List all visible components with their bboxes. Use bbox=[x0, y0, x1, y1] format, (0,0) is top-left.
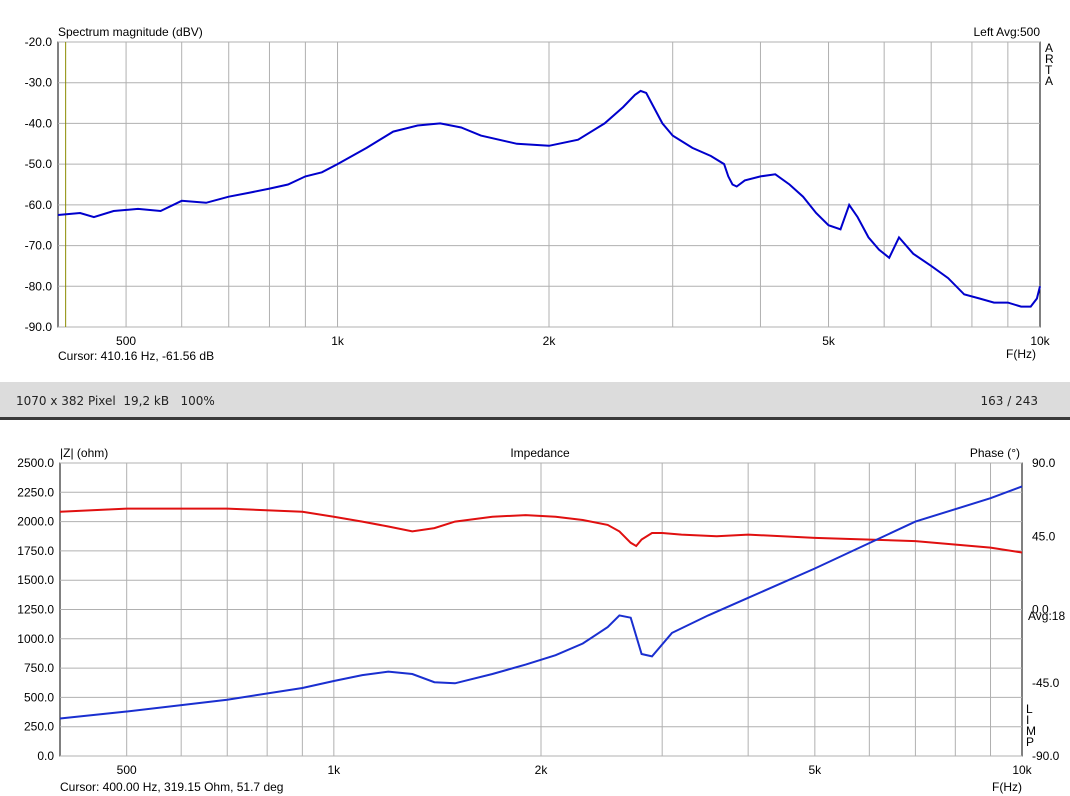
phase-tick-label: -90.0 bbox=[1032, 749, 1060, 763]
x-tick-label: 10k bbox=[1012, 763, 1032, 777]
x-tick-label: 10k bbox=[1030, 334, 1050, 348]
y-tick-label: -40.0 bbox=[25, 116, 53, 130]
limp-letter-1: I bbox=[1026, 713, 1029, 727]
spectrum-cursor-readout: Cursor: 410.16 Hz, -61.56 dB bbox=[58, 349, 214, 363]
image-viewer-status-bar: 1070 x 382 Pixel 19,2 kB 100% 163 / 243 bbox=[0, 382, 1070, 420]
impedance-x-label: F(Hz) bbox=[992, 780, 1022, 794]
arta-letter-1: R bbox=[1045, 52, 1054, 66]
x-tick-label: 2k bbox=[535, 763, 549, 777]
phase-series-line bbox=[59, 507, 1023, 554]
spectrum-top-right-label: Left Avg:500 bbox=[973, 25, 1040, 39]
limp-letter-0: L bbox=[1026, 702, 1033, 716]
x-tick-label: 1k bbox=[331, 334, 345, 348]
impedance-y-label: |Z| (ohm) bbox=[60, 446, 108, 460]
y-tick-label: -20.0 bbox=[25, 35, 53, 49]
phase-y-axis: 90.0 45.0 0.0 -45.0 -90.0 bbox=[1032, 456, 1060, 763]
spectrum-title: Spectrum magnitude (dBV) bbox=[58, 25, 203, 39]
page-counter: 163 / 243 bbox=[980, 394, 1038, 408]
spectrum-x-axis: 500 1k 2k 5k 10k bbox=[116, 334, 1051, 348]
spectrum-chart: Spectrum magnitude (dBV) Left Avg:500 -2… bbox=[25, 25, 1054, 363]
x-tick-label: 5k bbox=[822, 334, 836, 348]
x-tick-label: 5k bbox=[809, 763, 823, 777]
phase-tick-label: 0.0 bbox=[1032, 603, 1049, 617]
y-tick-label: 2500.0 bbox=[17, 456, 54, 470]
y-tick-label: 1000.0 bbox=[17, 632, 54, 646]
x-tick-label: 500 bbox=[116, 334, 136, 348]
y-tick-label: -50.0 bbox=[25, 157, 53, 171]
phase-tick-label: -45.0 bbox=[1032, 676, 1060, 690]
y-tick-label: 1500.0 bbox=[17, 573, 54, 587]
limp-letter-3: P bbox=[1026, 735, 1034, 749]
impedance-y-axis: 2500.0 2250.0 2000.0 1750.0 1500.0 1250.0 1000… bbox=[17, 456, 54, 763]
spectrum-grid bbox=[58, 41, 1040, 328]
impedance-x-axis: 500 1k 2k 5k 10k bbox=[117, 763, 1033, 777]
phase-y-label: Phase (°) bbox=[970, 446, 1020, 460]
y-tick-label: 1250.0 bbox=[17, 603, 54, 617]
y-tick-label: 0.0 bbox=[37, 749, 54, 763]
avg-label: Avg:18 bbox=[1028, 609, 1065, 623]
x-tick-label: 1k bbox=[328, 763, 342, 777]
impedance-chart: |Z| (ohm) Impedance Phase (°) 2500.0 2250… bbox=[17, 446, 1065, 794]
phase-tick-label: 45.0 bbox=[1032, 529, 1056, 543]
y-tick-label: 500.0 bbox=[24, 690, 54, 704]
arta-letter-3: A bbox=[1045, 74, 1053, 88]
impedance-cursor-readout: Cursor: 400.00 Hz, 319.15 Ohm, 51.7 deg bbox=[60, 780, 283, 794]
y-tick-label: 1750.0 bbox=[17, 544, 54, 558]
x-tick-label: 2k bbox=[543, 334, 557, 348]
arta-letter-0: A bbox=[1045, 41, 1053, 55]
spectrum-x-label: F(Hz) bbox=[1006, 347, 1036, 361]
x-tick-label: 500 bbox=[117, 763, 137, 777]
y-tick-label: -90.0 bbox=[25, 320, 53, 334]
spectrum-y-axis: -20.0 -30.0 -40.0 -50.0 -60.0 -70.0 -80.0 -90.0 bbox=[25, 35, 53, 334]
y-tick-label: -70.0 bbox=[25, 239, 53, 253]
limp-letter-2: M bbox=[1026, 724, 1036, 738]
impedance-title: Impedance bbox=[510, 446, 570, 460]
spectrum-series-line bbox=[57, 89, 1041, 308]
y-tick-label: -30.0 bbox=[25, 76, 53, 90]
y-tick-label: 750.0 bbox=[24, 661, 54, 675]
arta-letter-2: T bbox=[1045, 63, 1053, 77]
y-tick-label: -60.0 bbox=[25, 198, 53, 212]
y-tick-label: 2000.0 bbox=[17, 515, 54, 529]
y-tick-label: 250.0 bbox=[24, 720, 54, 734]
impedance-grid bbox=[60, 462, 1022, 757]
y-tick-label: -80.0 bbox=[25, 279, 53, 293]
image-info-text: 1070 x 382 Pixel 19,2 kB 100% bbox=[16, 394, 215, 408]
phase-tick-label: 90.0 bbox=[1032, 456, 1056, 470]
impedance-series-line bbox=[59, 485, 1023, 720]
y-tick-label: 2250.0 bbox=[17, 485, 54, 499]
